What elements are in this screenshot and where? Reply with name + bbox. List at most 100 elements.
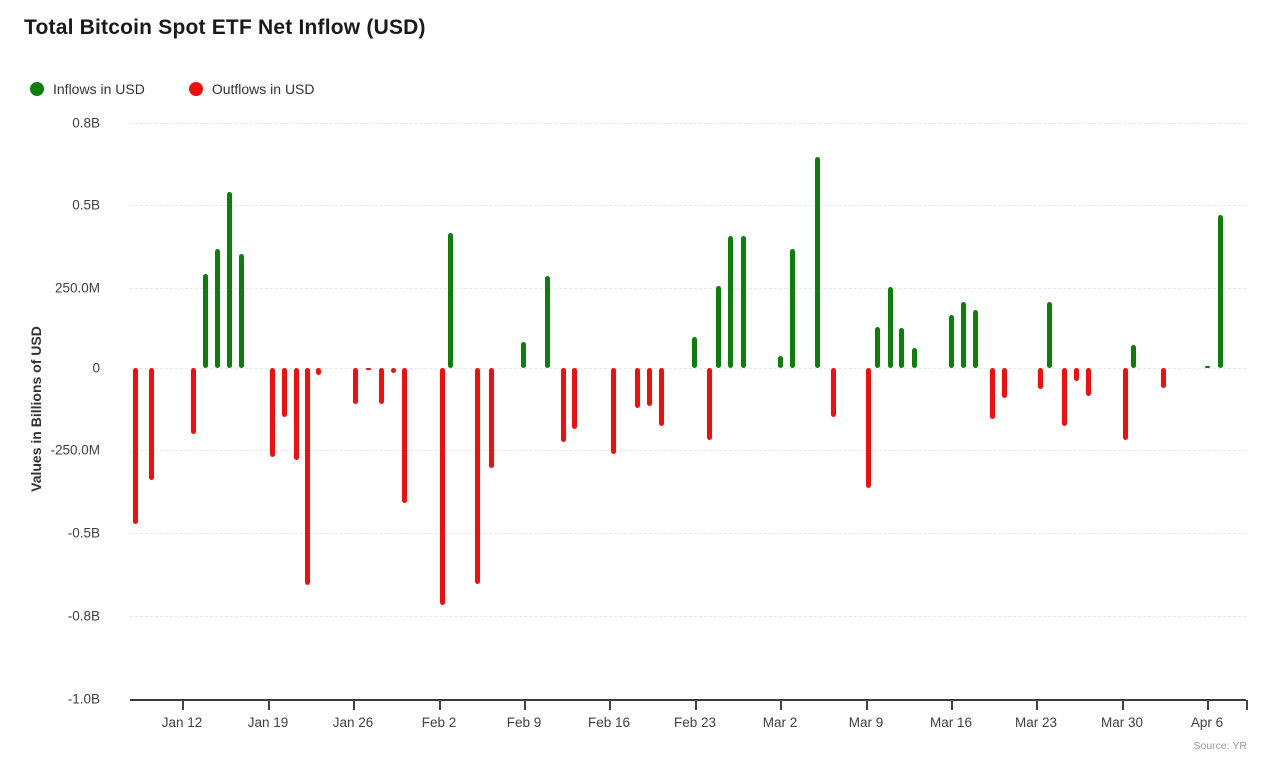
outflow-bar[interactable]	[865, 368, 871, 489]
inflow-bar[interactable]	[520, 341, 526, 368]
inflow-bar[interactable]	[740, 236, 746, 368]
inflow-bar[interactable]	[789, 249, 795, 368]
x-tick-mark	[695, 700, 697, 710]
x-tick-label: Feb 9	[506, 715, 542, 730]
outflow-bar[interactable]	[378, 368, 384, 405]
outflow-bar[interactable]	[352, 368, 358, 405]
x-tick-mark	[951, 700, 953, 710]
inflow-bar[interactable]	[727, 236, 733, 368]
y-tick-label: -1.0B	[67, 691, 100, 707]
outflow-bar[interactable]	[634, 368, 640, 408]
x-tick-label: Feb 2	[421, 715, 457, 730]
x-tick-label: Mar 2	[762, 715, 798, 730]
x-tick-mark	[1246, 700, 1248, 710]
y-tick-label: 0.8B	[72, 115, 100, 131]
inflow-bar[interactable]	[1046, 302, 1052, 368]
outflow-bar[interactable]	[1085, 368, 1091, 396]
inflow-bar[interactable]	[814, 157, 820, 368]
legend-item-outflows[interactable]: Outflows in USD	[188, 81, 315, 97]
y-gridline	[130, 205, 1246, 206]
y-gridline	[130, 450, 1246, 451]
y-gridline	[130, 288, 1246, 289]
inflow-bar[interactable]	[911, 348, 917, 368]
outflow-bar[interactable]	[148, 368, 154, 480]
x-tick-mark	[524, 700, 526, 710]
inflow-bar[interactable]	[715, 285, 721, 368]
outflow-bar[interactable]	[1073, 368, 1079, 382]
inflow-bar[interactable]	[691, 336, 697, 368]
outflow-bar[interactable]	[488, 368, 494, 469]
y-gridline	[130, 533, 1246, 534]
x-tick-mark	[439, 700, 441, 710]
inflow-bar[interactable]	[238, 254, 244, 368]
inflow-bar[interactable]	[447, 233, 453, 368]
outflow-bar[interactable]	[1001, 368, 1007, 398]
inflow-legend-dot-icon	[30, 82, 44, 96]
outflow-bar[interactable]	[658, 368, 664, 426]
outflow-bar[interactable]	[281, 368, 287, 418]
inflow-bar[interactable]	[948, 315, 954, 368]
x-tick-label: Jan 12	[161, 715, 203, 730]
outflow-bar[interactable]	[365, 368, 371, 370]
inflow-bar[interactable]	[214, 249, 220, 368]
x-tick-mark	[353, 700, 355, 710]
x-tick-mark	[609, 700, 611, 710]
outflow-bar[interactable]	[571, 368, 577, 429]
x-tick-mark	[1207, 700, 1209, 710]
outflow-bar[interactable]	[132, 368, 138, 525]
inflow-bar[interactable]	[960, 302, 966, 368]
inflow-bar[interactable]	[777, 356, 783, 368]
x-axis-line	[130, 699, 1246, 701]
inflow-bar[interactable]	[1130, 344, 1136, 368]
outflow-bar[interactable]	[315, 368, 321, 375]
outflow-bar[interactable]	[474, 368, 480, 584]
outflow-bar[interactable]	[610, 368, 616, 454]
legend-label-inflows: Inflows in USD	[53, 81, 145, 97]
outflow-bar[interactable]	[401, 368, 407, 503]
outflow-bar[interactable]	[560, 368, 566, 443]
y-tick-label: 250.0M	[54, 280, 100, 296]
x-tick-label: Feb 23	[673, 715, 717, 730]
x-tick-mark	[1036, 700, 1038, 710]
outflow-bar[interactable]	[190, 368, 196, 434]
inflow-bar[interactable]	[887, 287, 893, 368]
x-tick-label: Mar 30	[1100, 715, 1144, 730]
inflow-bar[interactable]	[874, 326, 880, 368]
outflow-bar[interactable]	[1122, 368, 1128, 441]
outflow-bar[interactable]	[269, 368, 275, 457]
x-tick-label: Apr 6	[1190, 715, 1224, 730]
outflow-bar[interactable]	[390, 368, 396, 373]
y-tick-label: 0	[92, 360, 100, 376]
chart-title: Total Bitcoin Spot ETF Net Inflow (USD)	[24, 16, 426, 39]
inflow-bar[interactable]	[898, 328, 904, 368]
inflow-bar[interactable]	[544, 275, 550, 368]
outflow-bar[interactable]	[1061, 368, 1067, 426]
source-attribution: Source: YR	[1193, 740, 1248, 752]
outflow-bar[interactable]	[989, 368, 995, 420]
y-gridline	[130, 616, 1246, 617]
outflow-legend-dot-icon	[188, 82, 203, 96]
outflow-bar[interactable]	[830, 368, 836, 418]
outflow-bar[interactable]	[646, 368, 652, 406]
x-tick-mark	[268, 700, 270, 710]
outflow-bar[interactable]	[439, 368, 445, 606]
legend-item-inflows[interactable]: Inflows in USD	[30, 81, 145, 97]
inflow-bar[interactable]	[1204, 366, 1210, 368]
outflow-bar[interactable]	[304, 368, 310, 586]
inflow-bar[interactable]	[202, 274, 208, 368]
x-tick-mark	[1122, 700, 1124, 710]
x-tick-mark	[182, 700, 184, 710]
outflow-bar[interactable]	[1037, 368, 1043, 390]
inflow-bar[interactable]	[972, 310, 978, 368]
outflow-bar[interactable]	[293, 368, 299, 461]
inflow-bar[interactable]	[226, 191, 232, 368]
legend-label-outflows: Outflows in USD	[211, 81, 315, 97]
outflow-bar[interactable]	[706, 368, 712, 441]
x-tick-mark	[866, 700, 868, 710]
x-tick-label: Feb 16	[587, 715, 631, 730]
y-gridline	[130, 123, 1246, 124]
outflow-bar[interactable]	[1160, 368, 1166, 388]
inflow-bar[interactable]	[1217, 214, 1223, 368]
